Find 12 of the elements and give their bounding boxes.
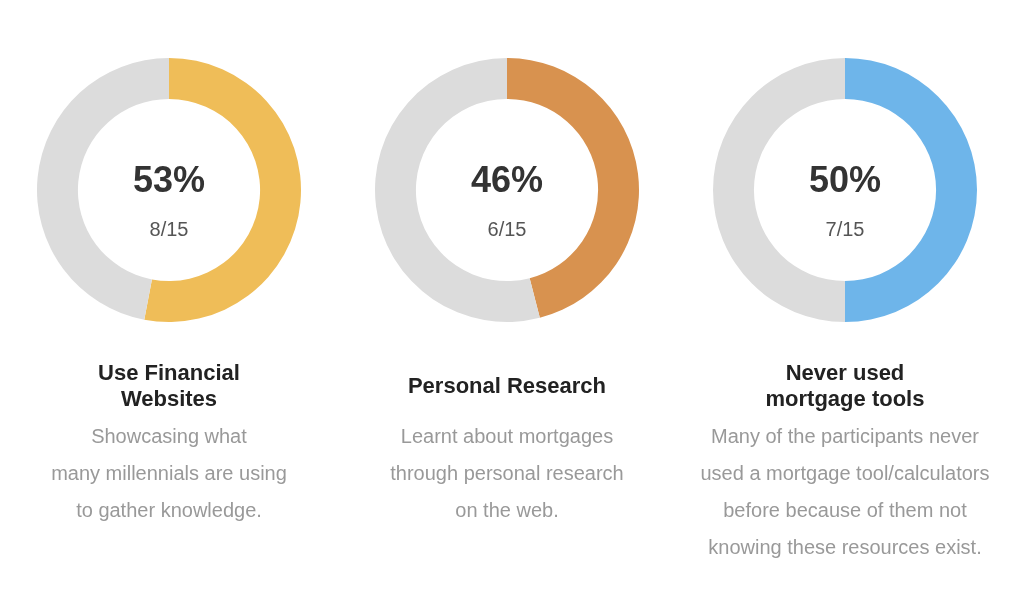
text: Showcasing what many millennials are using to gather knowledge.	[51, 424, 287, 523]
text: 7/15	[825, 217, 865, 240]
text: Use Financial Websites	[98, 360, 240, 412]
text: 46%	[470, 158, 544, 200]
text: 6/15	[487, 217, 527, 240]
text: 50%	[808, 158, 882, 200]
text: Personal Research	[407, 372, 607, 400]
text: Never used mortgage tools	[765, 360, 925, 412]
text: 53%	[132, 158, 206, 200]
text: 8/15	[149, 217, 189, 240]
text: Many of the participants never used a mortgage tool/calculators before because of them not knowing these resources exist.	[700, 424, 990, 560]
text: Learnt about mortgages through personal research on the web.	[390, 424, 624, 523]
